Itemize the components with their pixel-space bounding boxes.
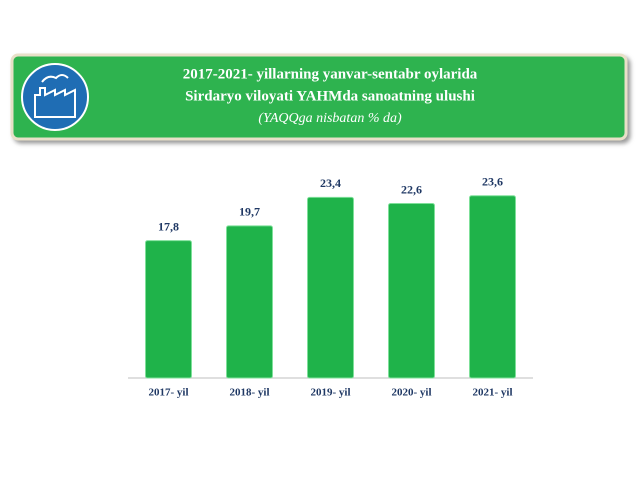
value-label: 17,8 xyxy=(158,219,179,233)
bar xyxy=(388,203,435,379)
value-label: 22,6 xyxy=(401,182,422,196)
x-tick-label: 2017- yil xyxy=(148,387,188,399)
value-label: 23,6 xyxy=(482,175,503,189)
x-tick-label: 2021- yil xyxy=(472,387,512,399)
value-label: 19,7 xyxy=(239,205,260,219)
bar xyxy=(469,195,516,379)
x-tick-label: 2019- yil xyxy=(310,387,350,399)
bar xyxy=(226,225,273,379)
value-label: 23,4 xyxy=(320,176,341,190)
chart-subtitle: (YAQQga nisbatan % da) xyxy=(258,111,402,126)
bar xyxy=(307,196,354,379)
chart-title: Sirdaryo viloyati YAHMda sanoatning ulus… xyxy=(185,88,475,104)
factory-icon xyxy=(21,63,89,131)
chart-title: 2017-2021- yillarning yanvar-sentabr oyl… xyxy=(183,66,478,82)
x-tick-label: 2020- yil xyxy=(391,387,431,399)
bar xyxy=(145,240,192,379)
x-tick-label: 2018- yil xyxy=(229,387,269,399)
header-banner xyxy=(10,53,628,141)
